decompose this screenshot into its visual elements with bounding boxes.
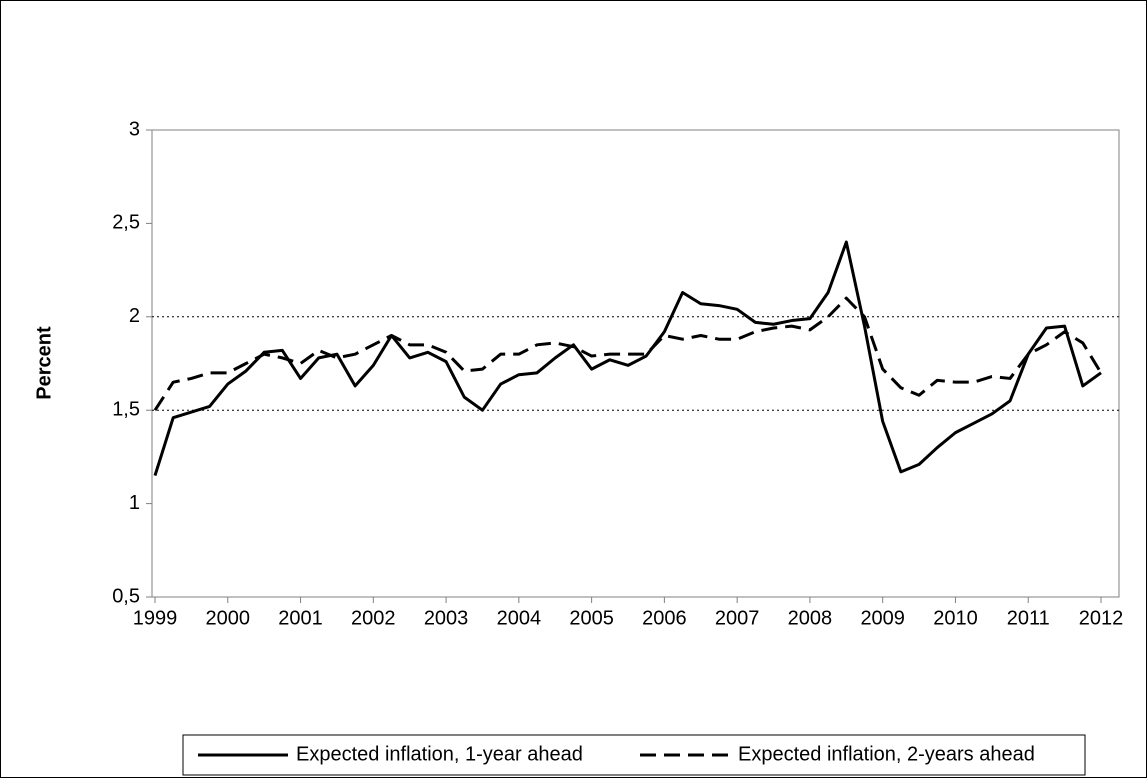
x-tick-label: 2011 (1007, 607, 1050, 629)
x-tick-label: 2001 (278, 607, 323, 629)
x-tick-label: 2012 (1079, 607, 1124, 629)
x-tick-label: 2002 (351, 607, 396, 629)
x-tick-label: 2005 (569, 607, 614, 629)
y-axis-label: Percent (33, 326, 55, 400)
legend-label: Expected inflation, 2-years ahead (738, 743, 1035, 765)
series-line (153, 296, 1103, 412)
x-tick-label: 2004 (497, 607, 542, 629)
x-tick-label: 2008 (788, 607, 833, 629)
plot-area (151, 129, 1120, 598)
y-tick-label: 1 (129, 492, 140, 514)
x-tick-label: 1999 (133, 607, 178, 629)
y-tick-label: 2 (129, 305, 140, 327)
x-tick-label: 2003 (424, 607, 469, 629)
x-tick-label: 2010 (933, 607, 978, 629)
y-tick-label: 2,5 (112, 212, 140, 234)
y-tick-label: 3 (129, 118, 140, 140)
legend-box (182, 734, 1086, 776)
series-line (153, 240, 1102, 477)
y-tick-label: 1,5 (112, 398, 140, 420)
x-tick-label: 2000 (206, 607, 251, 629)
x-tick-label: 2009 (860, 607, 905, 629)
x-tick-label: 2007 (715, 607, 760, 629)
y-tick-label: 0,5 (112, 585, 140, 607)
legend-label: Expected inflation, 1-year ahead (296, 743, 583, 765)
x-tick-label: 2006 (642, 607, 687, 629)
